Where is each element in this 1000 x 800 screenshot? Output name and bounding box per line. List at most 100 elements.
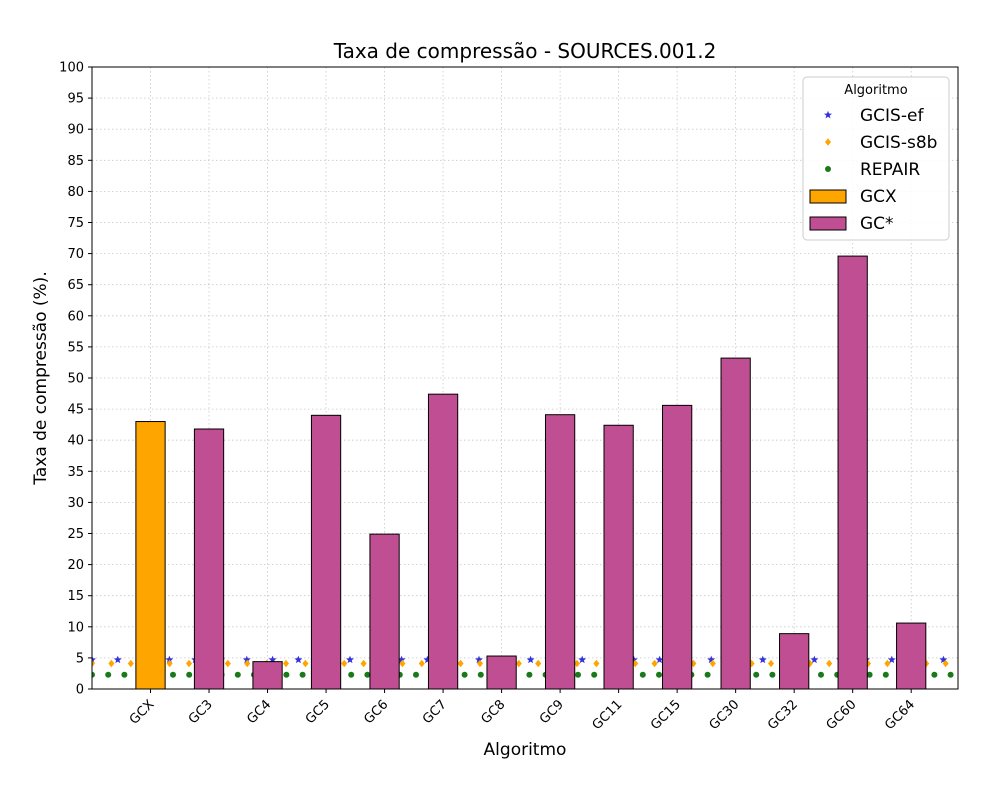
y-tick-label: 80 — [67, 185, 84, 200]
y-tick-label: 75 — [67, 216, 84, 231]
reference-marker — [818, 671, 824, 678]
reference-marker — [418, 659, 425, 668]
reference-marker — [299, 671, 306, 678]
reference-marker — [105, 671, 112, 678]
bar-gc7 — [427, 393, 459, 690]
reference-marker — [244, 659, 251, 668]
reference-marker — [709, 659, 716, 668]
bar-gc6 — [369, 533, 400, 690]
reference-marker — [121, 671, 128, 678]
bar-gc9 — [544, 414, 576, 690]
reference-marker — [939, 655, 948, 664]
reference-marker — [887, 655, 896, 664]
legend-label: GCIS-ef — [860, 106, 924, 126]
reference-marker — [535, 659, 542, 668]
reference-marker — [864, 659, 872, 668]
y-tick-label: 40 — [67, 434, 84, 449]
legend-label: REPAIR — [860, 160, 920, 180]
reference-marker — [283, 671, 290, 678]
reference-marker — [769, 671, 776, 678]
reference-marker — [753, 671, 760, 678]
reference-marker — [294, 655, 303, 664]
legend: Algoritmo GCIS-ef GCIS-s8b REPAIR GCX GC* — [802, 76, 950, 241]
reference-marker — [242, 655, 251, 664]
reference-marker — [475, 655, 483, 664]
y-tick-label: 5 — [76, 651, 84, 666]
reference-marker — [477, 671, 484, 678]
reference-marker — [113, 655, 122, 664]
legend-swatch — [809, 189, 847, 204]
reference-marker — [346, 655, 354, 664]
reference-marker — [461, 671, 468, 678]
y-tick-label: 35 — [67, 465, 84, 480]
reference-marker — [931, 671, 938, 678]
y-tick-label: 55 — [67, 340, 84, 355]
bar-gc32 — [779, 633, 810, 690]
y-axis: 0 5 10 15 20 25 30 35 40 45 50 55 60 65 70 75 80 85 90 95 10… — [59, 61, 92, 698]
legend-items: GCIS-ef GCIS-s8b REPAIR GCX GC* — [809, 106, 937, 234]
bars — [135, 255, 927, 690]
reference-marker — [578, 655, 587, 664]
legend-title: Algoritmo — [844, 83, 907, 98]
reference-marker — [629, 655, 638, 664]
legend-swatch — [809, 216, 847, 231]
reference-marker — [165, 655, 174, 664]
reference-marker — [704, 671, 711, 678]
x-axis-title: Algoritmo — [484, 740, 567, 760]
reference-marker — [593, 659, 600, 668]
bar-gc30 — [720, 357, 751, 690]
reference-marker — [573, 659, 581, 668]
reference-marker — [127, 659, 134, 668]
reference-marker — [268, 655, 277, 664]
bar-gc60 — [837, 255, 868, 690]
bar-gc4 — [252, 661, 283, 690]
y-tick-label: 50 — [67, 372, 84, 387]
reference-marker — [651, 659, 658, 668]
y-tick-label: 85 — [67, 154, 84, 169]
reference-marker — [457, 659, 464, 668]
reference-marker — [302, 659, 309, 668]
y-tick-label: 10 — [67, 620, 84, 635]
legend-label: GCX — [860, 187, 897, 207]
reference-marker — [575, 671, 581, 678]
legend-marker — [825, 166, 831, 172]
bar-gcx — [135, 421, 166, 690]
y-tick-label: 70 — [67, 247, 84, 262]
legend-label: GC* — [860, 214, 894, 234]
y-tick-label: 25 — [67, 527, 84, 542]
y-axis-title: Taxa de compressão (%). — [31, 271, 51, 485]
reference-marker — [185, 659, 193, 668]
reference-marker — [348, 671, 355, 678]
reference-marker — [423, 655, 432, 664]
reference-marker — [942, 659, 949, 668]
reference-marker — [884, 659, 891, 668]
y-tick-label: 0 — [76, 683, 84, 698]
legend-label: GCIS-s8b — [860, 133, 937, 153]
reference-marker — [360, 659, 367, 668]
bar-gc3 — [193, 428, 225, 690]
reference-marker — [399, 659, 406, 668]
y-tick-label: 15 — [67, 589, 84, 604]
y-tick-label: 60 — [67, 309, 84, 324]
y-tick-label: 95 — [67, 92, 84, 107]
bar-gc15 — [662, 404, 693, 690]
reference-marker — [397, 655, 406, 664]
reference-marker — [866, 671, 873, 678]
bar-gc64 — [896, 622, 927, 690]
reference-marker — [947, 671, 954, 678]
reference-marker — [234, 671, 241, 678]
legend-marker — [824, 138, 832, 146]
legend-marker — [824, 110, 832, 119]
reference-marker — [656, 671, 662, 678]
reference-marker — [655, 655, 664, 664]
reference-marker — [364, 671, 371, 678]
reference-marker — [758, 655, 767, 664]
bar-gc11 — [603, 424, 634, 690]
y-tick-label: 65 — [67, 278, 84, 293]
y-tick-label: 20 — [67, 558, 84, 573]
reference-marker — [515, 659, 522, 668]
reference-marker — [186, 671, 193, 678]
reference-marker — [170, 671, 176, 678]
